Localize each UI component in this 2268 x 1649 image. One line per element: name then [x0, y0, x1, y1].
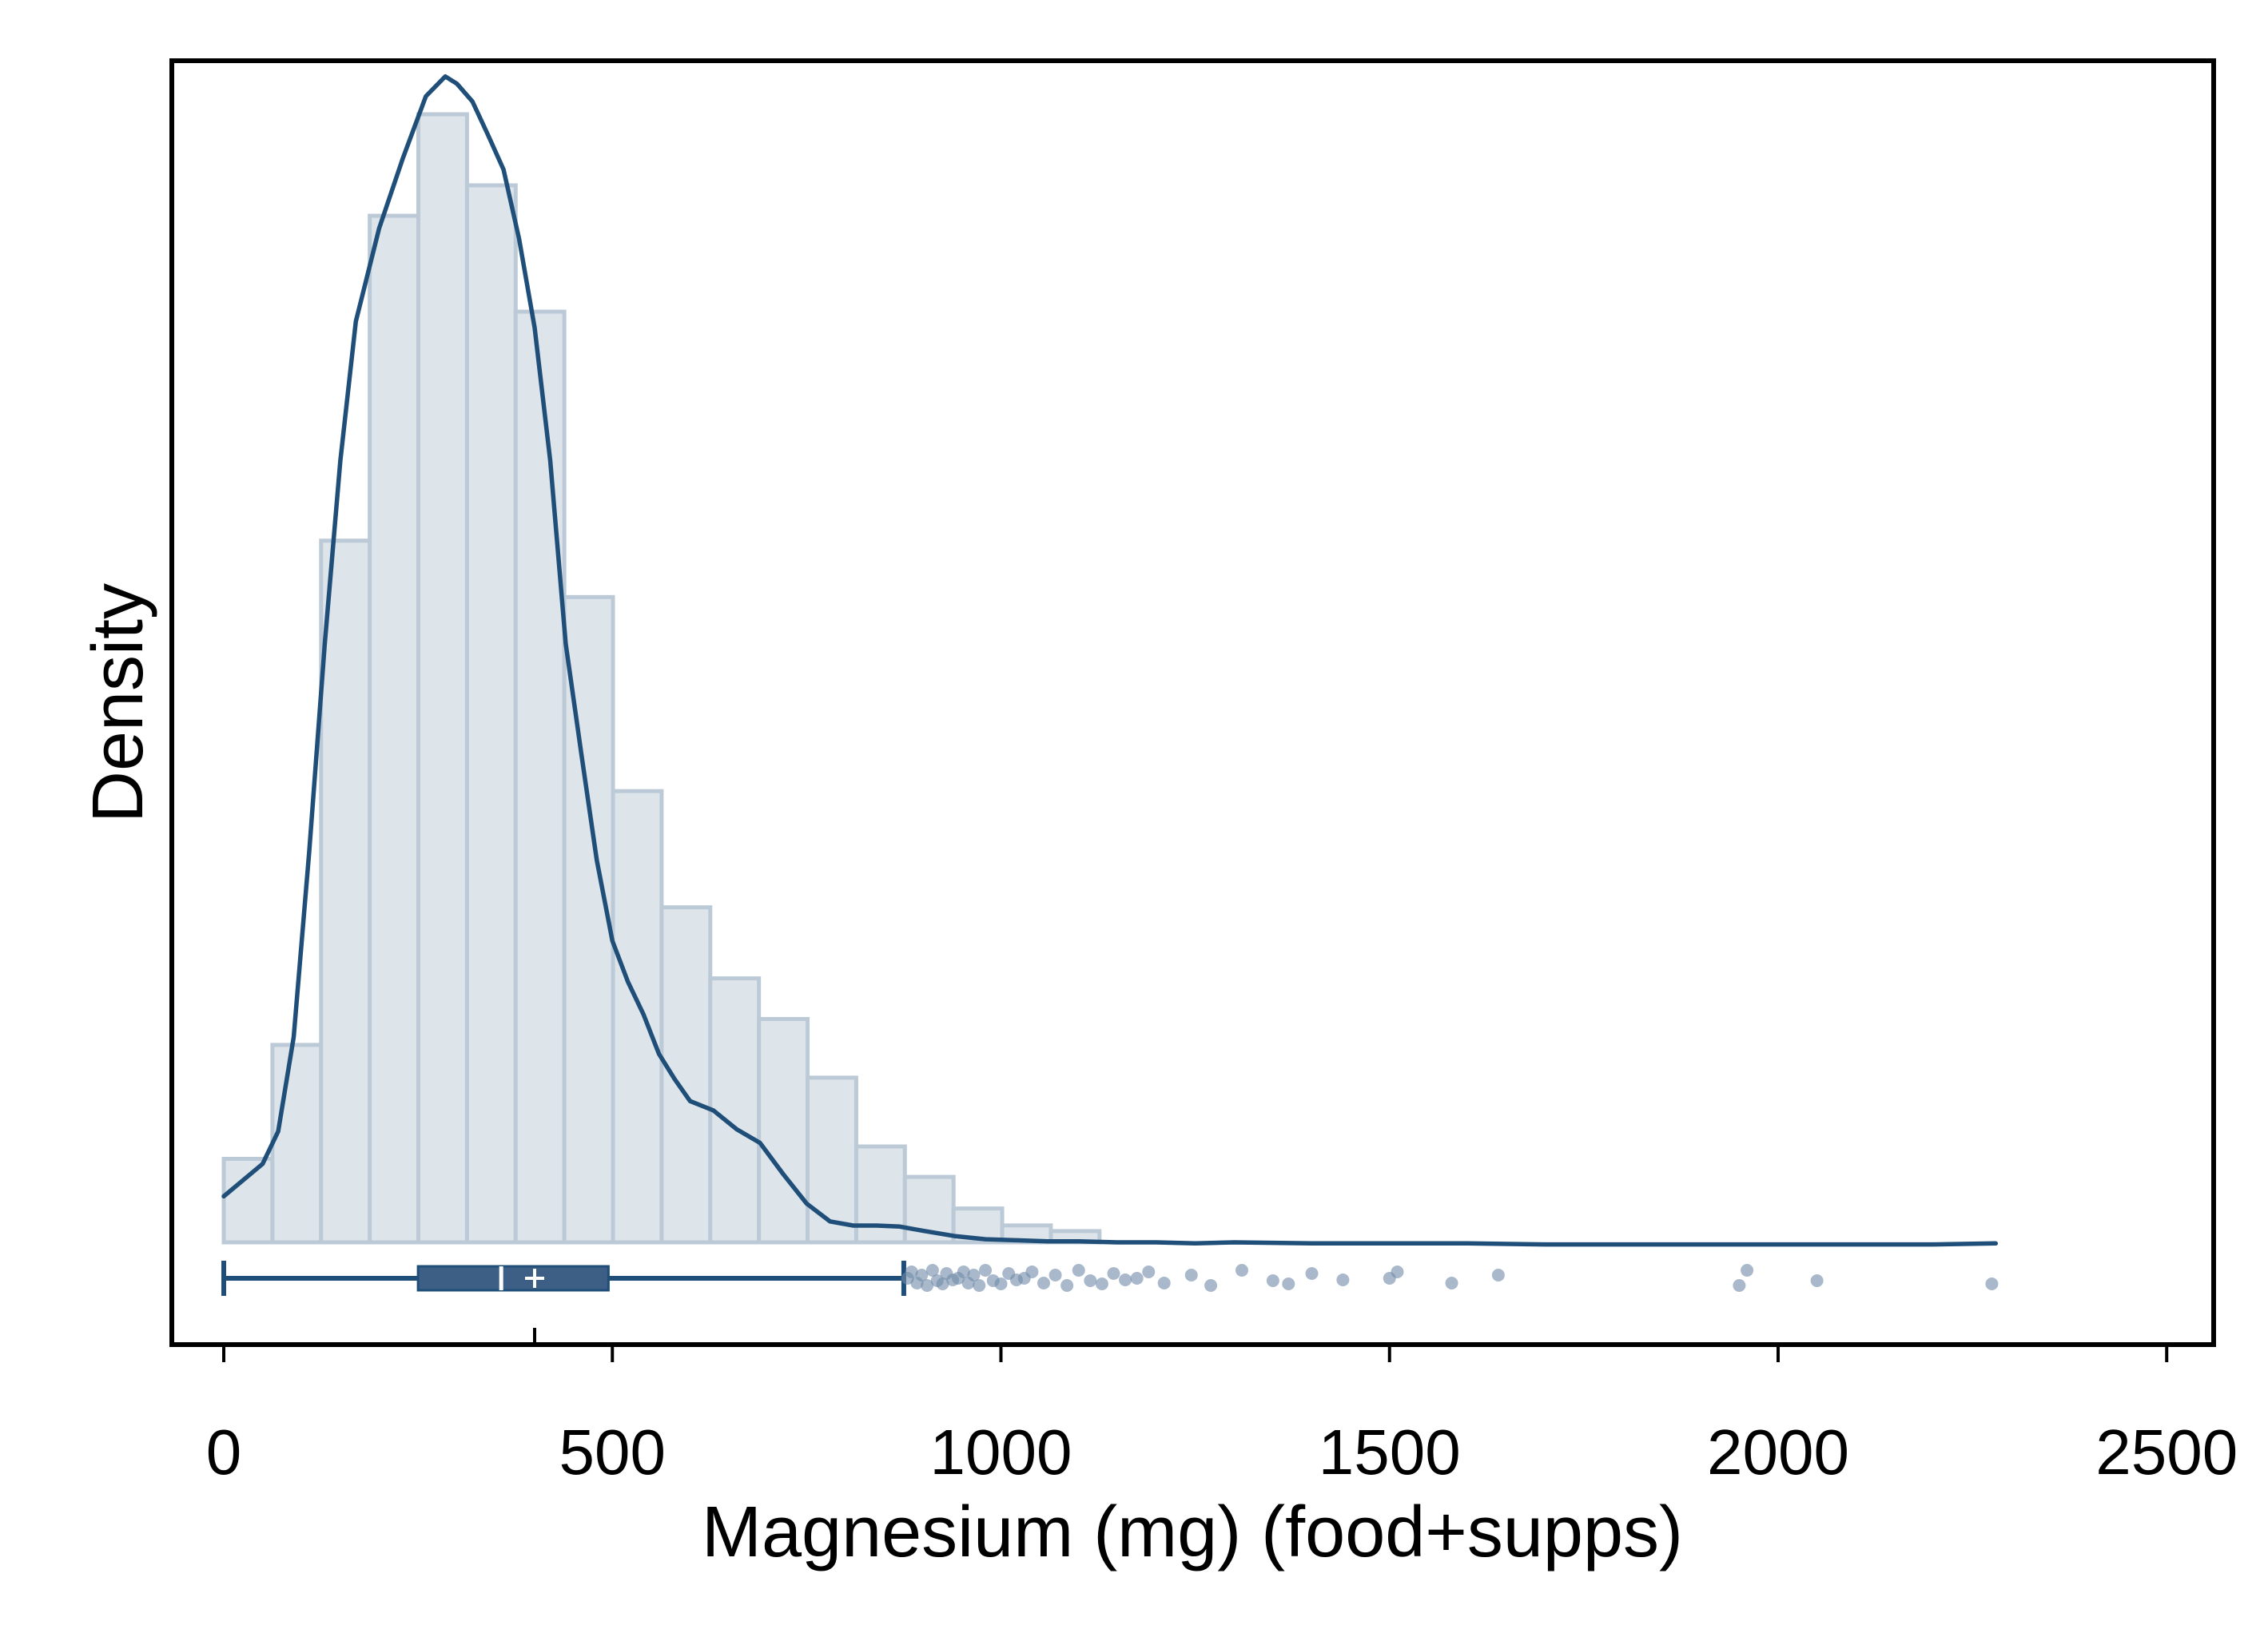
outlier-point [1810, 1274, 1824, 1287]
histogram-bar [464, 183, 518, 1245]
outlier-point [1107, 1267, 1120, 1280]
outlier-point [1305, 1267, 1319, 1280]
outlier-point [1095, 1277, 1108, 1290]
x-axis-title: Magnesium (mg) (food+supps) [702, 1492, 1683, 1572]
x-tick-label: 0 [206, 1417, 242, 1488]
outlier-point [994, 1277, 1008, 1290]
density-curve [221, 74, 1999, 1247]
histogram-bars [221, 112, 1102, 1245]
outlier-point [1491, 1269, 1505, 1281]
histogram-bar [659, 905, 713, 1245]
x-tick-label: 1000 [930, 1417, 1072, 1488]
histogram-bar [221, 1157, 275, 1245]
interquartile-box [416, 1265, 610, 1292]
outlier-point [979, 1264, 993, 1277]
y-axis-title: Density [78, 583, 158, 823]
histogram-bar [806, 1075, 858, 1245]
outlier-point [1733, 1279, 1746, 1292]
outlier-point [1060, 1279, 1074, 1292]
x-tick-label: 500 [559, 1417, 666, 1488]
outlier-point [1445, 1277, 1458, 1289]
density-curve-layer [221, 74, 1999, 1247]
histogram-bar [368, 213, 421, 1245]
histogram-bar [757, 1016, 810, 1245]
outlier-point [1741, 1264, 1754, 1277]
outlier-point [1184, 1269, 1198, 1281]
histogram-bar [416, 112, 469, 1245]
outlier-point [925, 1264, 939, 1277]
outlier-point [1282, 1277, 1295, 1290]
outlier-point [1130, 1272, 1144, 1285]
outlier-point [957, 1266, 970, 1278]
histogram-bar [319, 538, 372, 1245]
x-tick-label: 1500 [1319, 1417, 1461, 1488]
outlier-point [936, 1277, 949, 1290]
outlier-point [905, 1266, 918, 1278]
x-tick-label: 2000 [1707, 1417, 1849, 1488]
histogram-bar [513, 309, 567, 1245]
outlier-point [1985, 1277, 1999, 1290]
outlier-point [1072, 1264, 1085, 1277]
outlier-point [915, 1269, 929, 1281]
outlier-point [1235, 1264, 1248, 1277]
plot-area-frame [169, 58, 2216, 1347]
outlier-point [1157, 1277, 1171, 1289]
outlier-point [1391, 1266, 1404, 1278]
outlier-point [973, 1279, 986, 1292]
x-axis-ticks: 0 500 1000 1500 2000 2500 [206, 1345, 2238, 1488]
outlier-point [1025, 1266, 1039, 1278]
outlier-point [1037, 1277, 1050, 1289]
histogram-bar [270, 1043, 324, 1245]
boxplot-strip [221, 1261, 906, 1345]
x-tick-label: 2500 [2095, 1417, 2238, 1488]
outlier-point [967, 1269, 981, 1281]
outlier-point [1204, 1279, 1218, 1292]
outlier-point [1119, 1274, 1132, 1286]
outlier-point [1084, 1274, 1097, 1287]
outlier-point [1048, 1269, 1062, 1281]
outlier-point [1336, 1274, 1350, 1286]
histogram-bar [611, 789, 664, 1245]
outlier-points [901, 1264, 1999, 1292]
outlier-point [1142, 1266, 1156, 1278]
outlier-point [1266, 1274, 1279, 1287]
histogram-bar [708, 976, 762, 1245]
outlier-point [921, 1279, 934, 1292]
